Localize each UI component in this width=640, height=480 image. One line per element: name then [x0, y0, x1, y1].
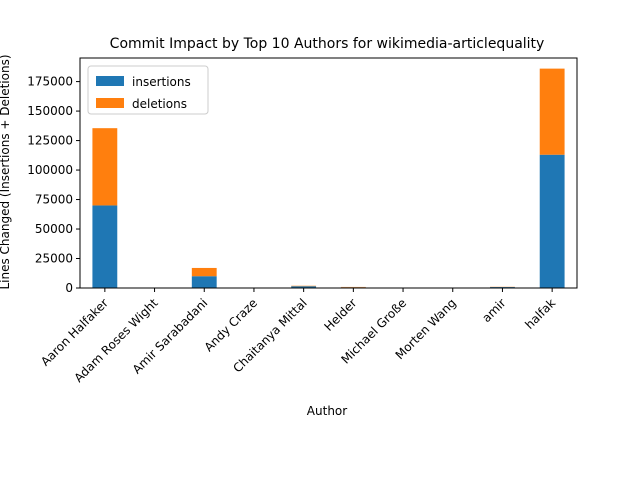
axes-frame	[79, 57, 578, 289]
x-tick-label: Adam Roses Wight	[71, 296, 160, 385]
x-tick-label: Helder	[322, 296, 360, 334]
bar-deletions-2	[191, 267, 217, 277]
y-tick-label: 150000	[27, 104, 73, 118]
bar-insertions-2	[191, 276, 217, 288]
y-tick-label: 0	[65, 281, 73, 295]
chart-title: Commit Impact by Top 10 Authors for wiki…	[110, 36, 545, 52]
legend-label-deletions: deletions	[132, 97, 187, 111]
bar-insertions-4	[291, 286, 317, 288]
legend-swatch-insertions	[96, 76, 124, 86]
y-tick-label: 75000	[35, 193, 73, 207]
x-axis-label: Author	[307, 404, 347, 418]
x-tick-label: amir	[479, 296, 508, 325]
bar-insertions-0	[92, 205, 118, 288]
y-tick-label: 175000	[27, 75, 73, 89]
y-tick-label: 100000	[27, 163, 73, 177]
bar-deletions-9	[539, 68, 565, 155]
y-tick-label: 25000	[35, 252, 73, 266]
y-axis: 0 25000 50000 75000 100000 125000 150000 175000	[27, 75, 80, 295]
bar-deletions-0	[92, 128, 118, 206]
y-tick-label: 125000	[27, 134, 73, 148]
y-axis-label: Lines Changed (Insertions + Deletions)	[0, 54, 12, 289]
legend-swatch-deletions	[96, 98, 124, 108]
legend-label-insertions: insertions	[132, 75, 191, 89]
x-tick-label: halfak	[522, 296, 558, 332]
y-tick-label: 50000	[35, 222, 73, 236]
bar-insertions-9	[539, 154, 565, 288]
legend: insertions deletions	[87, 65, 209, 115]
plot-area	[79, 57, 578, 289]
